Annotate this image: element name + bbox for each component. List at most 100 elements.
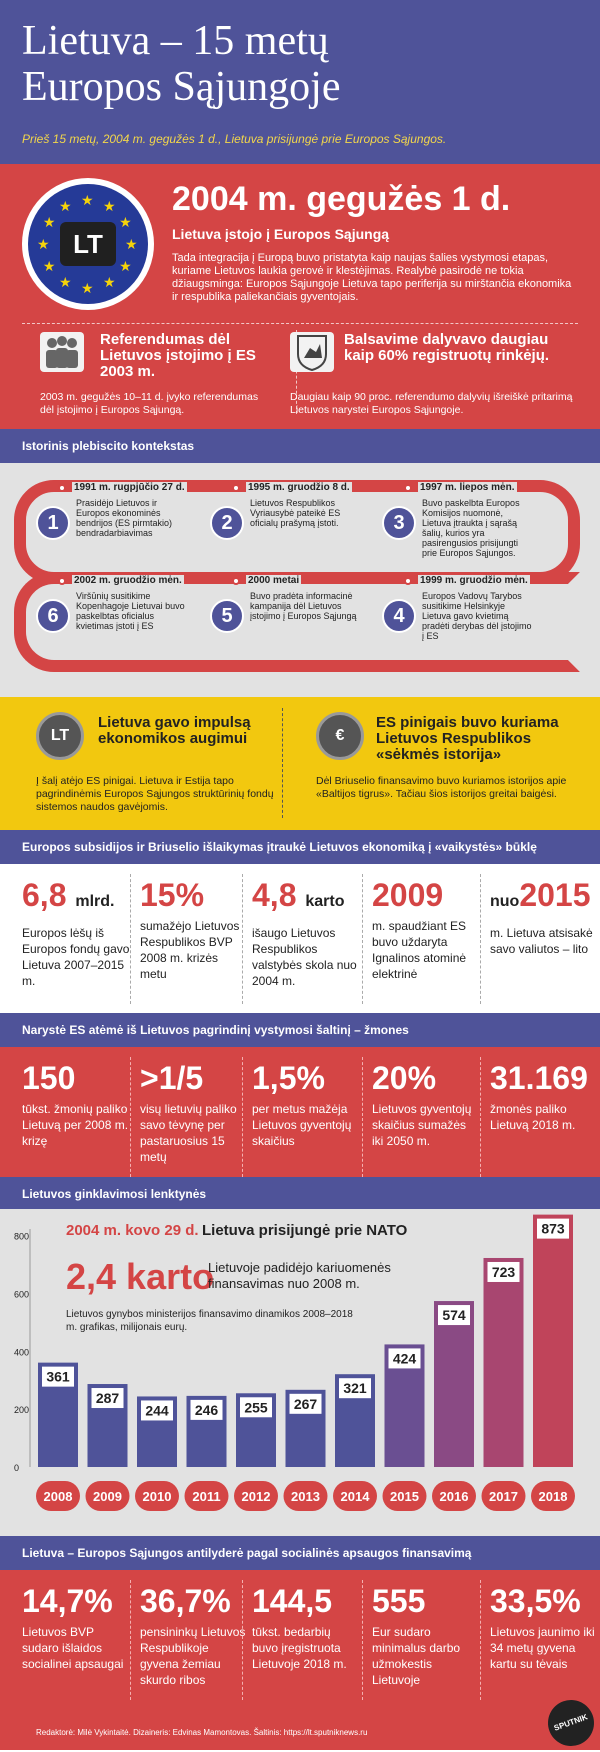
stat-number: 20% — [372, 1060, 437, 1096]
history-header: Istorinis plebiscito kontekstas — [0, 429, 600, 463]
eu-star-icon: ★ — [42, 258, 56, 274]
bar-label-bg — [91, 1388, 124, 1409]
page-title: Lietuva – 15 metų Europos Sąjungoje — [22, 18, 340, 110]
arms-header: Lietuvos ginklavimosi lenktynės — [0, 1177, 600, 1211]
timeline-step-number: 1 — [36, 506, 70, 540]
title-line-1: Lietuva – 15 metų — [22, 18, 329, 64]
eu-star-icon: ★ — [119, 258, 132, 274]
bar-label-bg — [438, 1305, 470, 1326]
stat-number: 555 — [372, 1583, 426, 1619]
timeline-dot — [58, 484, 66, 492]
divider — [362, 874, 363, 1004]
divider — [130, 1057, 131, 1177]
bar-label-bg — [141, 1400, 173, 1421]
timeline-date: 2002 m. gruodžio mėn. — [72, 575, 184, 586]
bar-value-label: 873 — [541, 1221, 565, 1237]
timeline-date: 2000 metai — [246, 575, 302, 586]
stat-number: 1,5% — [252, 1060, 325, 1096]
success-title: ES pinigais buvo kuriama Lietuvos Respub… — [376, 714, 559, 763]
timeline-text: Buvo pradėta informacinė kampanija dėl L… — [250, 591, 357, 621]
eu-star-icon: ★ — [81, 280, 94, 296]
divider — [480, 1580, 481, 1700]
eu-star-icon: ★ — [119, 214, 132, 230]
stat-number: 14,7% — [22, 1583, 113, 1619]
stat-number: 36,7% — [140, 1583, 231, 1619]
divider — [480, 874, 481, 1004]
bar-label-bg — [487, 1261, 520, 1282]
stat-unit: mlrd. — [75, 893, 115, 910]
year-pill — [382, 1481, 427, 1511]
nato-text: Lietuva prisijungė prie NATO — [202, 1222, 408, 1239]
timeline-text: Lietuvos Respublikos Vyriausybė pateikė … — [250, 498, 341, 528]
impulse-title: Lietuva gavo impulsą ekonomikos augimui — [98, 714, 251, 747]
stat-item: 555 Eur sudaro minimalus darbo užmokestis… — [372, 1584, 480, 1688]
social-stats: 14,7% Lietuvos BVP sudaro išlaidos social… — [0, 1570, 600, 1722]
title-banner: Lietuva – 15 metų Europos Sąjungoje Prie… — [0, 0, 600, 164]
x-tick-label: 2008 — [44, 1489, 73, 1504]
eu-star-icon: ★ — [103, 274, 116, 291]
stat-text: m. Lietuva atsisakė savo valiutos – lito — [490, 926, 593, 956]
lt-badge: LT — [60, 222, 116, 266]
stat-text: žmonės paliko Lietuvą 2018 m. — [490, 1102, 576, 1132]
year-pill — [36, 1481, 80, 1511]
success-text: Dėl Briuselio finansavimo buvo kuriamos … — [316, 775, 567, 800]
divider — [480, 1057, 481, 1177]
stat-text: Eur sudaro minimalus darbo užmokestis Li… — [372, 1625, 461, 1687]
stat-item: 150 tūkst. žmonių paliko Lietuvą per 2008… — [22, 1061, 130, 1149]
stat-number: 33,5% — [490, 1583, 581, 1619]
x-tick-label: 2016 — [440, 1489, 469, 1504]
nato-date: 2004 m. kovo 29 d. — [66, 1222, 199, 1239]
voting-title: Balsavime dalyvavo daugiau kaip 60% regi… — [344, 331, 550, 364]
timeline-dot — [232, 577, 240, 585]
timeline-text: Viršūnių susitikime Kopenhagoje Lietuvai… — [76, 591, 185, 631]
bar-label-bg — [388, 1348, 421, 1369]
bar-label-bg — [537, 1218, 569, 1239]
bar-value-label: 361 — [46, 1369, 70, 1385]
year-pill — [531, 1481, 575, 1511]
stat-item: 36,7% pensininkų Lietuvos Respublikoje gy… — [140, 1584, 248, 1688]
x-tick-label: 2010 — [143, 1489, 172, 1504]
stat-text: pensininkų Lietuvos Respublikoje gyvena … — [140, 1625, 246, 1687]
year-pill — [85, 1481, 130, 1511]
divider — [362, 1580, 363, 1700]
referendum-text: 2003 m. gegužės 10–11 d. įvyko referendu… — [40, 391, 259, 416]
subsidies-stats: 6,8 mlrd. Europos lėšų iš Europos fondų g… — [0, 864, 600, 1014]
year-pill — [481, 1481, 526, 1511]
timeline-step-number: 3 — [382, 506, 416, 540]
year-pill — [234, 1481, 278, 1511]
y-tick-label: 800 — [14, 1232, 29, 1242]
eu-star-icon: ★ — [103, 197, 116, 214]
stat-number: 150 — [22, 1060, 76, 1096]
stat-number: 31.169 — [490, 1060, 588, 1096]
x-tick-label: 2009 — [93, 1489, 122, 1504]
y-tick-label: 600 — [14, 1290, 29, 1300]
year-pill — [184, 1481, 229, 1511]
timeline-date: 1995 m. gruodžio 8 d. — [246, 482, 352, 493]
subsidies-header: Europos subsidijos ir Briuselio išlaikym… — [0, 830, 600, 864]
bar-value-label: 244 — [145, 1402, 169, 1418]
stat-text: išaugo Lietuvos Respublikos valstybės sk… — [252, 926, 357, 988]
voting-text: Daugiau kaip 90 proc. referendumo dalyvi… — [290, 391, 573, 416]
timeline-dot — [58, 577, 66, 585]
bar-value-label: 267 — [294, 1396, 318, 1412]
bar-value-label: 574 — [442, 1307, 466, 1323]
bar-value-label: 255 — [244, 1399, 268, 1415]
lt-coin-icon: LT — [36, 712, 84, 760]
stat-item: 6,8 mlrd. Europos lėšų iš Europos fondų g… — [22, 878, 130, 989]
stat-text: sumažėjo Lietuvos Respublikos BVP 2008 m… — [140, 919, 240, 981]
divider — [296, 330, 297, 414]
y-tick-label: 0 — [14, 1463, 19, 1473]
stat-item: 144,5 tūkst. bedarbių buvo įregistruota L… — [252, 1584, 360, 1672]
people-stats: 150 tūkst. žmonių paliko Lietuvą per 2008… — [0, 1047, 600, 1189]
year-pill — [135, 1481, 179, 1511]
stat-number: 2009 — [372, 877, 444, 913]
timeline-step-number: 2 — [210, 506, 244, 540]
timeline-dot — [404, 484, 412, 492]
x-tick-label: 2011 — [192, 1489, 220, 1504]
chart-note: Lietuvos gynybos ministerijos finansavim… — [66, 1309, 353, 1333]
bar-value-label: 723 — [492, 1264, 516, 1280]
timeline-date: 1999 m. gruodžio mėn. — [418, 575, 530, 586]
timeline-step-number: 5 — [210, 599, 244, 633]
stat-item: 2009 m. spaudžiant ES buvo uždaryta Ignal… — [372, 878, 480, 982]
divider — [130, 1580, 131, 1700]
